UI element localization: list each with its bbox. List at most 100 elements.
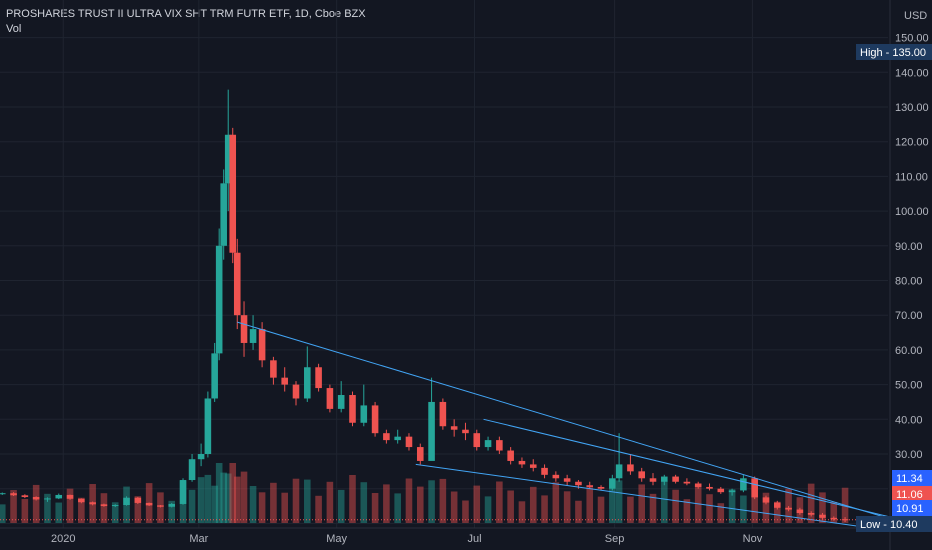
candle-body [123, 497, 130, 506]
volume-bar [224, 473, 232, 523]
candle-body [258, 329, 266, 361]
candle-body [473, 433, 481, 448]
candle-body [518, 460, 526, 465]
volume-bar [496, 481, 503, 523]
candle-body [360, 405, 368, 423]
candle-body [507, 450, 514, 461]
candle-body [100, 504, 108, 507]
volume-bar [807, 483, 815, 523]
volume-bar [240, 471, 248, 523]
candle-body [416, 447, 424, 461]
candle-body [304, 367, 311, 399]
volume-bar [428, 480, 435, 523]
volume-bar [819, 492, 826, 523]
time-tick-label: May [326, 533, 347, 545]
candle-body [10, 493, 17, 496]
volume-bar [394, 493, 401, 523]
price-tag [892, 486, 932, 502]
volume-bar [281, 492, 288, 523]
price-tag-text: 11.34 [896, 473, 923, 485]
candle-body [215, 245, 223, 354]
volume-bar [615, 480, 623, 523]
candle-body [627, 464, 634, 472]
volume-bar [349, 475, 356, 523]
candle-body [197, 454, 205, 460]
price-tag-text: 10.91 [896, 503, 924, 515]
price-tick-label: 110.00 [895, 171, 928, 183]
volume-bar [134, 496, 142, 523]
volume-bar [360, 482, 368, 523]
price-tag-text: High - 135.00 [860, 47, 926, 59]
candle-body [188, 459, 196, 481]
candle-body [751, 478, 758, 498]
volume-bar [740, 495, 747, 523]
trend-line [483, 418, 889, 517]
candle-body [371, 405, 379, 434]
candle-body [337, 395, 345, 409]
volume-bar [728, 489, 736, 523]
candle-body [168, 503, 176, 507]
volume-bar [706, 494, 713, 523]
price-tick-label: 150.00 [895, 33, 929, 45]
volume-bar [157, 492, 164, 523]
candle-body [638, 471, 645, 479]
volume-bar [168, 500, 176, 523]
volume-bar [405, 478, 413, 523]
candle-body [484, 440, 492, 448]
volume-bar [683, 499, 691, 523]
candle-body [541, 467, 548, 475]
volume-bar [292, 478, 300, 523]
volume-bar [649, 493, 657, 523]
candle-body [563, 478, 571, 482]
volume-bar [541, 495, 548, 523]
price-unit-label: USD [904, 10, 927, 22]
volume-bar [326, 481, 334, 523]
candle-body [728, 490, 736, 493]
candle-body [785, 507, 792, 510]
candle-body [78, 498, 85, 503]
volume-bar [762, 492, 770, 523]
time-tick-label: Mar [189, 533, 208, 545]
candle-body [609, 478, 616, 489]
volume-bar [204, 474, 212, 523]
candle-body [32, 497, 40, 500]
volume-bar [188, 489, 196, 523]
volume-bar [249, 486, 257, 523]
volume-bar [717, 503, 725, 523]
candle-body [66, 494, 74, 499]
candle-body [773, 502, 781, 508]
volume-bar [439, 478, 447, 523]
time-tick-label: Nov [743, 533, 763, 545]
volume-bar [484, 496, 492, 523]
candle-body [179, 480, 187, 504]
candle-body [89, 502, 96, 505]
volume-bar [258, 492, 266, 523]
candle-body [694, 483, 702, 487]
volume-bar [638, 484, 645, 523]
volume-bar [215, 463, 223, 523]
candle-body [796, 509, 804, 513]
volume-bar [66, 488, 74, 523]
candle-body [586, 485, 594, 487]
candle-body [55, 494, 63, 499]
candle-body [597, 486, 605, 489]
volume-bar [575, 500, 582, 523]
candle-body [229, 134, 237, 253]
candle-body [249, 329, 257, 343]
volume-label: Vol [6, 23, 22, 35]
volume-bar [32, 484, 40, 523]
candle-body [0, 493, 6, 495]
volume-bar [830, 501, 838, 523]
volume-bar [21, 499, 29, 523]
volume-bar [609, 479, 616, 523]
volume-bar [450, 491, 458, 523]
volume-bar [44, 493, 51, 523]
volume-bar [197, 477, 205, 523]
candle-body [615, 464, 623, 479]
price-tick-label: 30.00 [895, 449, 923, 461]
candle-body [157, 505, 164, 507]
candle-body [552, 474, 560, 479]
candle-body [394, 436, 401, 441]
volume-bar [552, 482, 560, 523]
